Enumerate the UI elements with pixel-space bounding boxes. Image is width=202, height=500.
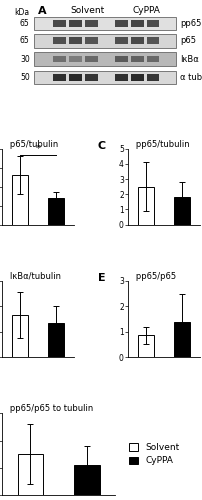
- Bar: [69, 74, 82, 81]
- Bar: [74, 465, 100, 495]
- Bar: [48, 323, 64, 357]
- Bar: [85, 74, 98, 81]
- Bar: [34, 52, 176, 66]
- Bar: [54, 74, 66, 81]
- Bar: [115, 74, 128, 81]
- Bar: [69, 20, 82, 26]
- Bar: [115, 20, 128, 26]
- Legend: Solvent, CyPPA: Solvent, CyPPA: [129, 443, 180, 466]
- Text: *: *: [36, 144, 40, 154]
- Bar: [34, 70, 176, 85]
- Bar: [131, 74, 144, 81]
- Bar: [12, 175, 28, 224]
- Bar: [146, 38, 159, 44]
- Bar: [54, 56, 66, 62]
- Bar: [131, 56, 144, 62]
- Text: p65/tubulin: p65/tubulin: [2, 140, 58, 148]
- Text: pp65: pp65: [180, 19, 202, 28]
- Bar: [54, 38, 66, 44]
- Text: 65: 65: [20, 36, 30, 46]
- Text: 30: 30: [20, 54, 30, 64]
- Text: p65: p65: [180, 36, 196, 46]
- Bar: [69, 56, 82, 62]
- Bar: [131, 20, 144, 26]
- Bar: [131, 38, 144, 44]
- Text: E: E: [98, 274, 105, 283]
- Text: IκBα/tubulin: IκBα/tubulin: [2, 272, 61, 281]
- Bar: [12, 315, 28, 357]
- Bar: [85, 20, 98, 26]
- Bar: [146, 56, 159, 62]
- Bar: [85, 38, 98, 44]
- Text: C: C: [98, 141, 106, 151]
- Bar: [18, 454, 43, 495]
- Bar: [54, 20, 66, 26]
- Bar: [115, 38, 128, 44]
- Text: pp65/p65: pp65/p65: [128, 272, 176, 281]
- Bar: [34, 34, 176, 48]
- Bar: [138, 186, 154, 224]
- Text: α tubulin: α tubulin: [180, 73, 202, 82]
- Text: IκBα: IκBα: [180, 54, 199, 64]
- Bar: [85, 56, 98, 62]
- Bar: [69, 38, 82, 44]
- Bar: [34, 16, 176, 30]
- Bar: [138, 336, 154, 357]
- Text: Solvent: Solvent: [70, 6, 104, 15]
- Bar: [146, 74, 159, 81]
- Text: CyPPA: CyPPA: [133, 6, 160, 15]
- Bar: [174, 198, 190, 224]
- Bar: [146, 20, 159, 26]
- Text: 50: 50: [20, 73, 30, 82]
- Text: 65: 65: [20, 19, 30, 28]
- Text: pp65/p65 to tubulin: pp65/p65 to tubulin: [2, 404, 93, 413]
- Bar: [48, 198, 64, 224]
- Bar: [115, 56, 128, 62]
- Text: pp65/tubulin: pp65/tubulin: [128, 140, 190, 148]
- Bar: [174, 322, 190, 357]
- Text: A: A: [38, 6, 46, 16]
- Text: kDa: kDa: [15, 8, 30, 16]
